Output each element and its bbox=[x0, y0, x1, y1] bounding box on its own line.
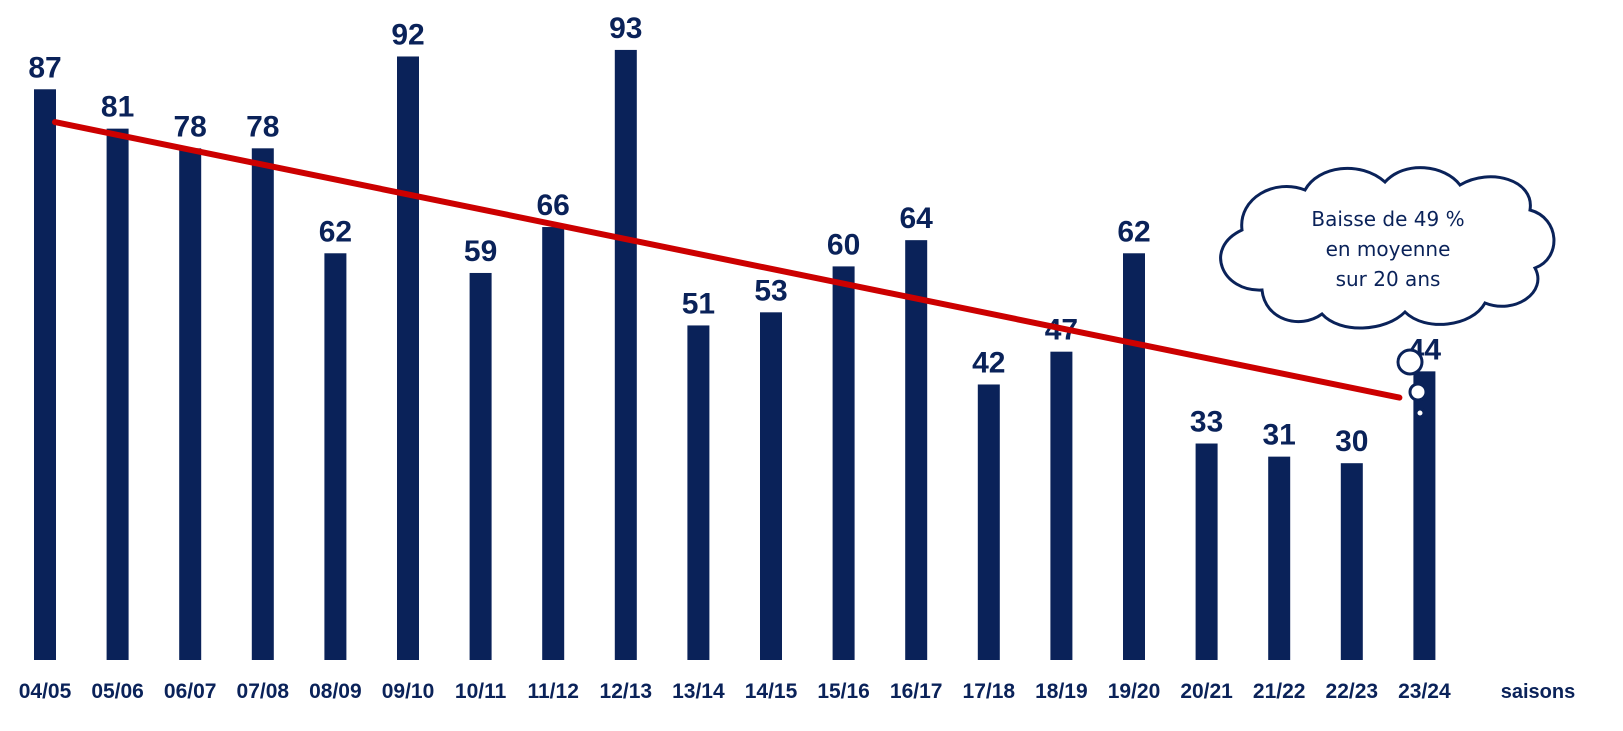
thought-cloud bbox=[1219, 166, 1556, 330]
x-tick-label: 18/19 bbox=[1035, 680, 1088, 703]
value-label: 78 bbox=[246, 110, 279, 143]
value-label: 81 bbox=[101, 91, 134, 124]
value-label: 87 bbox=[28, 51, 61, 84]
bar-14-15 bbox=[760, 312, 782, 660]
value-label: 92 bbox=[391, 18, 424, 51]
bar-07-08 bbox=[251, 148, 274, 660]
annotation-line-3: sur 20 ans bbox=[1336, 267, 1441, 291]
value-label: 66 bbox=[537, 189, 570, 222]
value-label: 62 bbox=[1117, 215, 1150, 248]
annotation-line-1: Baisse de 49 % bbox=[1311, 207, 1464, 231]
value-label: 33 bbox=[1190, 406, 1223, 439]
thought-bubble-dot-small bbox=[1414, 407, 1426, 419]
x-tick-label: 14/15 bbox=[745, 680, 798, 703]
x-tick-label: 23/24 bbox=[1398, 680, 1451, 703]
bar-18-19 bbox=[1050, 351, 1073, 660]
value-labels-layer: 8781787862925966935153606442476233313044 bbox=[28, 12, 1441, 458]
x-tick-label: 12/13 bbox=[600, 680, 653, 703]
x-tick-label: 10/11 bbox=[455, 680, 507, 703]
bar-09-10 bbox=[397, 56, 419, 661]
value-label: 62 bbox=[319, 215, 352, 248]
value-label: 64 bbox=[900, 202, 934, 235]
x-tick-label: 22/23 bbox=[1326, 680, 1379, 703]
x-tick-label: 13/14 bbox=[672, 680, 725, 703]
x-tick-label: 08/09 bbox=[309, 680, 362, 703]
bar-11-12 bbox=[542, 227, 565, 661]
bar-04-05 bbox=[34, 89, 56, 660]
x-tick-label: 19/20 bbox=[1108, 680, 1161, 703]
trendline bbox=[52, 119, 1403, 401]
x-tick-labels-layer: 04/05 05/06 06/07 07/08 08/09 09/10 10/11 11/12… bbox=[19, 680, 1451, 703]
bar-15-16 bbox=[832, 266, 855, 660]
bar-12-13 bbox=[614, 49, 637, 661]
x-tick-label: 20/21 bbox=[1180, 680, 1233, 703]
thought-bubble-dot-medium bbox=[1408, 382, 1428, 402]
value-label: 93 bbox=[609, 12, 642, 45]
bar-19-20 bbox=[1123, 253, 1145, 660]
bar-23-24 bbox=[1413, 371, 1436, 660]
value-label: 31 bbox=[1263, 419, 1296, 452]
x-tick-label: 21/22 bbox=[1253, 680, 1306, 703]
trendline-layer bbox=[52, 119, 1403, 401]
x-tick-label: 15/16 bbox=[817, 680, 870, 703]
value-label: 59 bbox=[464, 235, 497, 268]
value-label: 78 bbox=[174, 110, 207, 143]
bar-16-17 bbox=[905, 240, 928, 660]
x-tick-label: 05/06 bbox=[91, 680, 144, 703]
bar-21-22 bbox=[1268, 456, 1291, 660]
value-label: 42 bbox=[972, 346, 1005, 379]
value-label: 60 bbox=[827, 228, 860, 261]
x-tick-label: 11/12 bbox=[527, 680, 578, 703]
value-label: 51 bbox=[682, 287, 715, 320]
x-tick-label: 17/18 bbox=[963, 680, 1016, 703]
x-tick-label: 16/17 bbox=[890, 680, 943, 703]
x-axis-unit-label: saisons bbox=[1501, 681, 1575, 703]
bar-05-06 bbox=[106, 128, 129, 660]
x-tick-label: 04/05 bbox=[19, 680, 72, 703]
value-label: 53 bbox=[754, 274, 787, 307]
value-label: 30 bbox=[1335, 425, 1368, 458]
x-tick-label: 09/10 bbox=[382, 680, 435, 703]
bar-08-09 bbox=[324, 253, 347, 660]
bar-13-14 bbox=[687, 325, 710, 660]
bar-17-18 bbox=[977, 384, 1000, 660]
x-tick-label: 06/07 bbox=[164, 680, 217, 703]
bar-22-23 bbox=[1340, 463, 1363, 660]
bar-06-07 bbox=[179, 148, 202, 660]
thought-bubble-dot-large bbox=[1396, 348, 1424, 376]
bars-layer bbox=[34, 49, 1436, 661]
bar-10-11 bbox=[469, 272, 492, 660]
bar-20-21 bbox=[1195, 443, 1218, 660]
thought-bubble-annotation: Baisse de 49 % en moyenne sur 20 ans bbox=[1219, 166, 1556, 419]
x-tick-label: 07/08 bbox=[237, 680, 290, 703]
annotation-line-2: en moyenne bbox=[1326, 237, 1451, 261]
